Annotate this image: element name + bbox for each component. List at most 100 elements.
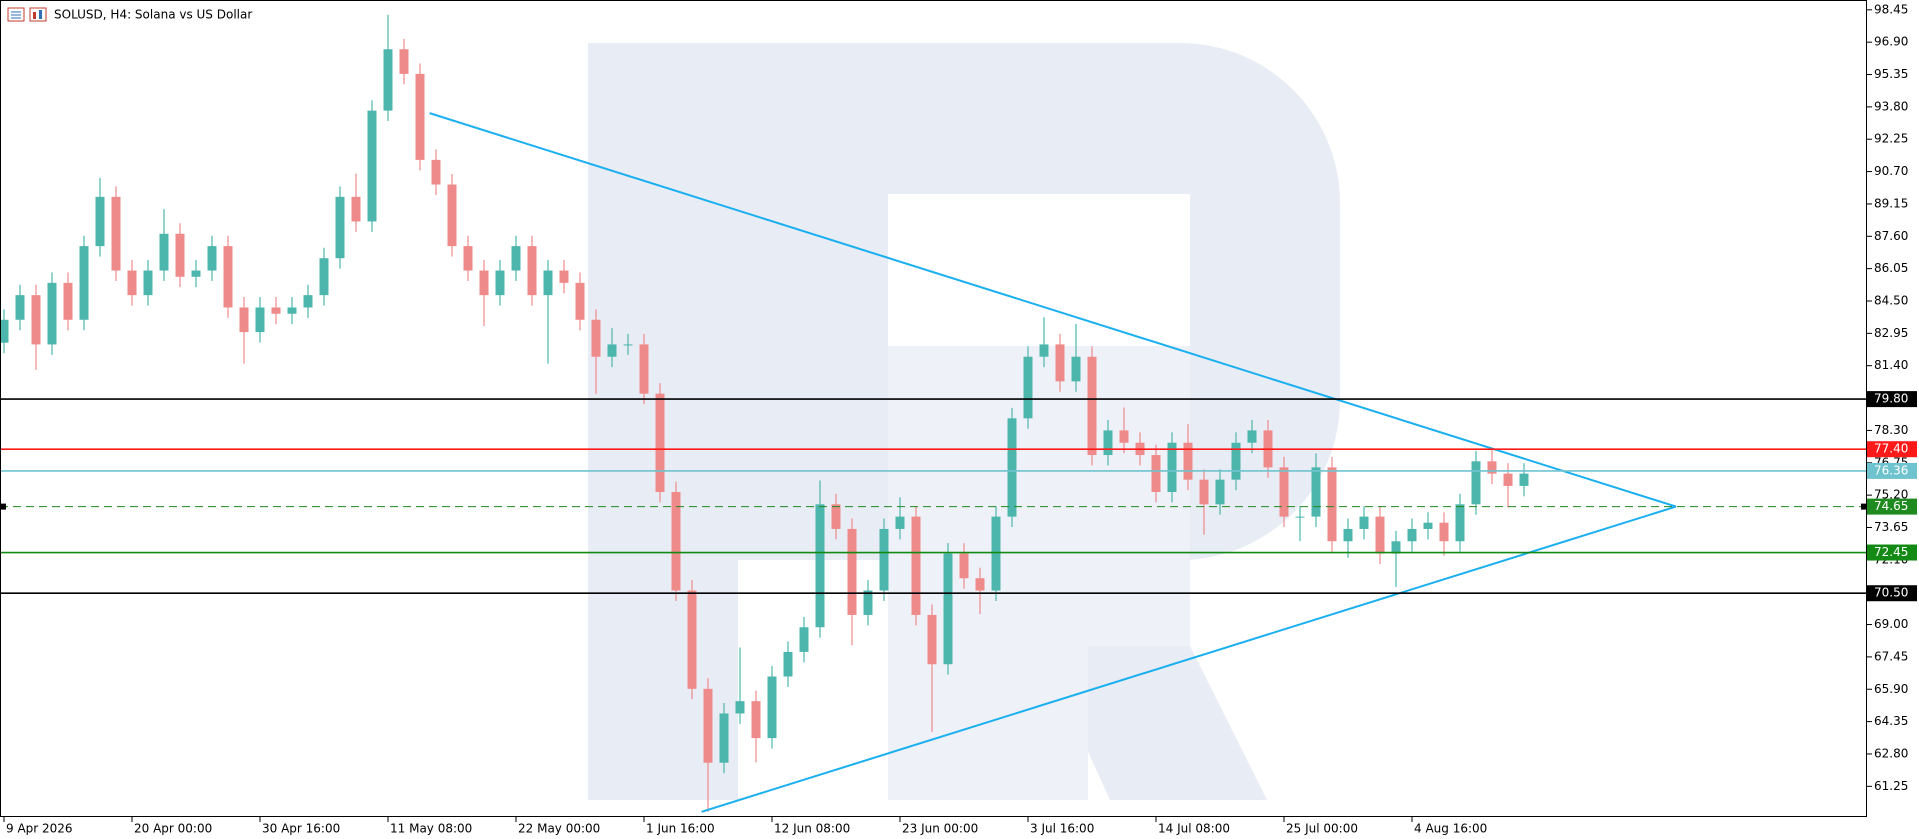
chart-title: SOLUSD, H4: Solana vs US Dollar (54, 8, 252, 22)
candle-body (1503, 473, 1513, 486)
candle-body (799, 627, 809, 652)
candle-body (1295, 516, 1305, 518)
candle-body (559, 270, 569, 283)
candle-body (95, 196, 105, 247)
candle-body (63, 282, 73, 320)
candle-body (991, 516, 1001, 591)
candle-body (671, 491, 681, 591)
candle-body (1327, 467, 1337, 542)
y-tick-label: 93.80 (1874, 99, 1908, 113)
candle-body (879, 528, 889, 591)
candle-body (271, 307, 281, 314)
icon-bar (33, 12, 36, 19)
candle-body (1343, 528, 1353, 542)
candle-body (303, 295, 313, 308)
x-tick-label: 20 Apr 00:00 (134, 822, 212, 836)
x-tick-label: 14 Jul 08:00 (1158, 822, 1230, 836)
x-tick-label: 23 Jun 00:00 (902, 822, 978, 836)
candle-body (191, 270, 201, 277)
y-tick-label: 84.50 (1874, 294, 1908, 308)
candle-body (783, 651, 793, 677)
candle-body (1167, 442, 1177, 492)
candle-body (207, 246, 217, 271)
watermark-leg (1040, 646, 1267, 800)
candle-body (415, 73, 425, 160)
candle-body (1087, 356, 1097, 456)
candle-body (815, 504, 825, 628)
y-tick-label: 89.15 (1874, 196, 1908, 210)
candle-body (959, 553, 969, 579)
candle-body (1151, 455, 1161, 492)
candle-body (911, 516, 921, 615)
candle-body (287, 307, 297, 314)
candle-body (591, 319, 601, 357)
level-label: 74.65 (1874, 499, 1908, 513)
candle-body (719, 713, 729, 763)
candle-body (927, 614, 937, 665)
candle-body (1247, 430, 1257, 443)
candle-body (1391, 541, 1401, 554)
candle-body (847, 528, 857, 615)
candle-body (703, 688, 713, 763)
candle-body (895, 516, 905, 529)
candle-body (1007, 418, 1017, 517)
level-label: 76.36 (1874, 463, 1908, 477)
candle-body (127, 270, 137, 296)
candle-body (1279, 467, 1289, 517)
candle-body (159, 233, 169, 271)
candle-body (495, 270, 505, 296)
candle-body (639, 344, 649, 394)
candle-body (831, 504, 841, 529)
level-label-box (1867, 462, 1917, 479)
candle-body (1023, 356, 1033, 419)
y-tick-label: 92.25 (1874, 132, 1908, 146)
candle-body (1359, 516, 1369, 529)
y-tick-label: 67.45 (1874, 649, 1908, 663)
watermark-hole (888, 194, 1190, 346)
candle-body (543, 270, 553, 296)
y-tick-label: 69.00 (1874, 617, 1908, 631)
candle-body (607, 344, 617, 357)
candle-body (527, 246, 537, 296)
icon-bar (39, 10, 42, 19)
candle-body (447, 184, 457, 247)
level-label-box (1867, 585, 1917, 602)
candle-body (1423, 522, 1433, 529)
level-label: 77.40 (1874, 442, 1908, 456)
level-marker (1861, 503, 1866, 510)
candle-body (1055, 344, 1065, 382)
candle-body (975, 578, 985, 591)
candle-body (319, 258, 329, 296)
candle-body (223, 246, 233, 308)
candle-body (239, 307, 249, 333)
level-label: 70.50 (1874, 586, 1908, 600)
candle-body (47, 282, 57, 345)
level-label-box (1867, 498, 1917, 515)
trendline (429, 112, 1677, 508)
y-tick-label: 65.90 (1874, 682, 1908, 696)
candle-body (751, 701, 761, 739)
candle-body (0, 319, 9, 343)
x-tick-label: 3 Jul 16:00 (1030, 822, 1094, 836)
icon-chart[interactable] (29, 7, 47, 22)
candle-body (1039, 344, 1049, 357)
candle-body (1471, 461, 1481, 505)
candle-body (1215, 479, 1225, 505)
candle-body (767, 676, 777, 739)
y-tick-label: 87.60 (1874, 229, 1908, 243)
x-tick-label: 9 Apr 2026 (6, 822, 73, 836)
level-marker (1, 503, 6, 510)
y-tick-label: 61.25 (1874, 779, 1908, 793)
candle-body (111, 196, 121, 271)
candle-body (79, 246, 89, 320)
x-tick-label: 1 Jun 16:00 (646, 822, 715, 836)
candle-body (1407, 528, 1417, 542)
x-tick-label: 11 May 08:00 (390, 822, 472, 836)
y-tick-label: 81.40 (1874, 358, 1908, 372)
candle-body (383, 49, 393, 111)
candle-body (511, 246, 521, 271)
candle-body (463, 246, 473, 271)
candle-body (1487, 461, 1497, 474)
y-tick-label: 98.45 (1874, 2, 1908, 16)
